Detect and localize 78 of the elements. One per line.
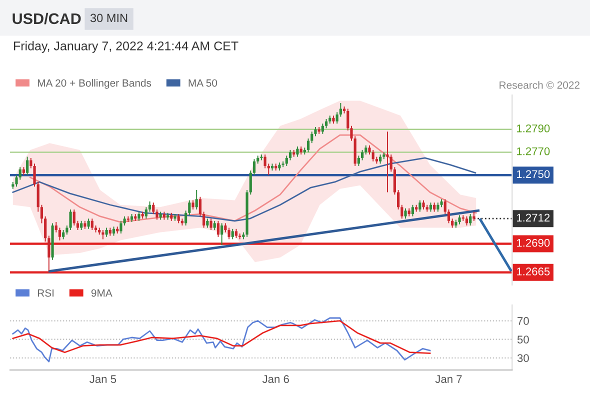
candlestick [306, 138, 310, 153]
ref-line-label: 1.2690 [516, 238, 550, 247]
candlestick [379, 154, 382, 164]
candlestick [120, 220, 122, 234]
ref-line-label: 1.2770 [516, 147, 550, 156]
x-tick-label: Jan 5 [90, 375, 116, 384]
candlestick [87, 218, 90, 230]
ref-line-label: 1.2665 [516, 268, 550, 276]
candlestick [422, 200, 425, 210]
candlestick [324, 118, 328, 129]
candlestick [429, 202, 432, 212]
candlestick [148, 200, 152, 212]
candlestick [105, 227, 108, 238]
candlestick [76, 220, 80, 231]
legend-label: MA 20 + Bollinger Bands [38, 79, 152, 89]
candlestick [152, 202, 155, 215]
candlestick [285, 155, 288, 166]
candlestick [451, 218, 454, 228]
y-tick-label: 50 [517, 336, 529, 344]
candlestick [224, 222, 227, 233]
candlestick [231, 228, 234, 240]
candlestick [288, 149, 292, 161]
candlestick [360, 149, 364, 161]
candlestick [206, 218, 209, 228]
candlestick [72, 208, 76, 226]
ref-line-label: 1.2712 [516, 214, 550, 222]
y-tick-label: 30 [517, 354, 529, 362]
chart-subtitle: Friday, January 7, 2022 4:21:44 AM CET [14, 41, 238, 53]
y-tick-label: 70 [518, 317, 529, 325]
candlestick [177, 214, 180, 224]
candlestick [372, 149, 374, 162]
candlestick [465, 216, 468, 226]
x-tick-label: Jan 7 [435, 375, 462, 384]
candlestick [321, 123, 324, 134]
line-series [12, 320, 431, 354]
candlestick [202, 211, 206, 228]
candlestick [192, 200, 194, 210]
candlestick [458, 214, 461, 225]
candlestick [339, 102, 342, 118]
candlestick [469, 214, 472, 226]
text: 30 MIN [90, 14, 128, 22]
candlestick [58, 227, 62, 241]
candlestick [220, 222, 224, 246]
candlestick [433, 202, 436, 212]
ref-line-label: 1.2790 [516, 124, 550, 132]
candlestick [404, 208, 407, 220]
candlestick [138, 211, 140, 222]
candlestick [411, 204, 414, 217]
candlestick [198, 196, 202, 217]
candlestick [144, 206, 148, 220]
candlestick [310, 131, 314, 144]
candlestick [296, 146, 299, 158]
candlestick [234, 228, 238, 239]
candlestick [357, 155, 360, 166]
candlestick [195, 190, 198, 210]
ref-line-label: 1.2750 [516, 170, 550, 178]
candlestick [62, 230, 65, 240]
candlestick [90, 218, 94, 231]
chart-title: USD/CAD [12, 12, 81, 24]
candlestick [216, 220, 220, 238]
candlestick [26, 156, 29, 176]
candlestick [210, 218, 212, 231]
candlestick [18, 166, 22, 180]
legend-label: 9MA [91, 289, 112, 297]
candlestick [228, 227, 230, 240]
candlestick [418, 200, 422, 212]
text: Research © 2022 [500, 81, 580, 89]
line-series [12, 317, 431, 362]
candlestick [112, 226, 116, 236]
candlestick [80, 220, 83, 231]
legend-label: MA 50 [188, 79, 218, 87]
candlestick [102, 230, 104, 240]
x-tick-label: Jan 6 [262, 375, 289, 384]
candlestick [69, 208, 72, 231]
legend-label: RSI [38, 289, 54, 297]
candlestick [213, 220, 216, 231]
candlestick [436, 202, 440, 212]
candlestick [386, 131, 389, 193]
